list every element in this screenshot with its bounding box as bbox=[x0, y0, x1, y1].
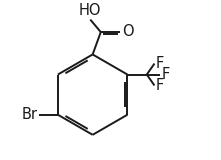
Text: Br: Br bbox=[21, 107, 37, 122]
Text: O: O bbox=[122, 24, 134, 39]
Text: F: F bbox=[156, 78, 164, 93]
Text: F: F bbox=[156, 56, 164, 71]
Text: HO: HO bbox=[79, 3, 101, 18]
Text: F: F bbox=[161, 67, 170, 82]
